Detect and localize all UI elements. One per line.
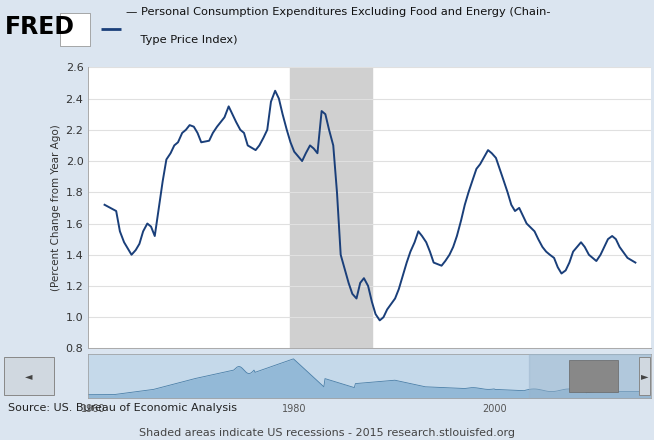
Bar	[290, 67, 372, 348]
Text: Type Price Index): Type Price Index)	[126, 35, 237, 45]
FancyBboxPatch shape	[640, 357, 650, 395]
Text: — Personal Consumption Expenditures Excluding Food and Energy (Chain-: — Personal Consumption Expenditures Excl…	[126, 7, 550, 17]
Text: ►: ►	[641, 371, 649, 381]
Text: Shaded areas indicate US recessions - 2015 research.stlouisfed.org: Shaded areas indicate US recessions - 20…	[139, 428, 515, 438]
Text: FRED: FRED	[5, 15, 75, 39]
FancyBboxPatch shape	[569, 360, 619, 392]
FancyBboxPatch shape	[3, 357, 54, 395]
Text: Source: US. Bureau of Economic Analysis: Source: US. Bureau of Economic Analysis	[8, 403, 237, 413]
Text: ◄: ◄	[24, 371, 32, 381]
Y-axis label: (Percent Change from Year Ago): (Percent Change from Year Ago)	[52, 125, 61, 291]
FancyBboxPatch shape	[60, 13, 90, 46]
Bar	[529, 354, 651, 398]
